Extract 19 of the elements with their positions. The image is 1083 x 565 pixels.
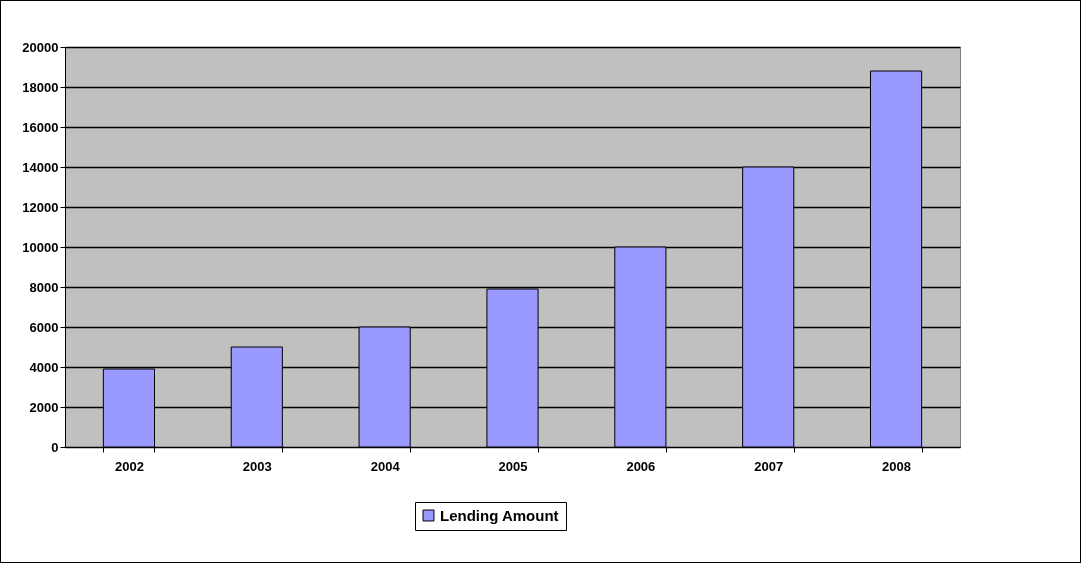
- x-tick-label: 2008: [882, 458, 912, 474]
- y-tick-label: 16000: [22, 119, 59, 135]
- legend-label: Lending Amount: [440, 506, 559, 524]
- y-tick-label: 20000: [22, 39, 59, 55]
- x-tick-label: 2003: [242, 458, 272, 474]
- x-tick-label: 2005: [498, 458, 528, 474]
- y-tick-label: 18000: [22, 79, 59, 95]
- x-tick-label: 2002: [114, 458, 144, 474]
- x-tick-label: 2004: [370, 458, 401, 474]
- y-tick-label: 12000: [22, 199, 59, 215]
- y-tick-label: 8000: [29, 279, 59, 295]
- x-tick-label: 2006: [626, 458, 656, 474]
- y-tick-label: 10000: [22, 239, 59, 255]
- y-tick-label: 0: [51, 439, 59, 455]
- y-tick-label: 14000: [22, 159, 59, 175]
- y-tick-label: 4000: [29, 359, 59, 375]
- y-tick-label: 6000: [29, 319, 59, 335]
- y-tick-label: 2000: [29, 399, 59, 415]
- x-tick-label: 2007: [754, 458, 784, 474]
